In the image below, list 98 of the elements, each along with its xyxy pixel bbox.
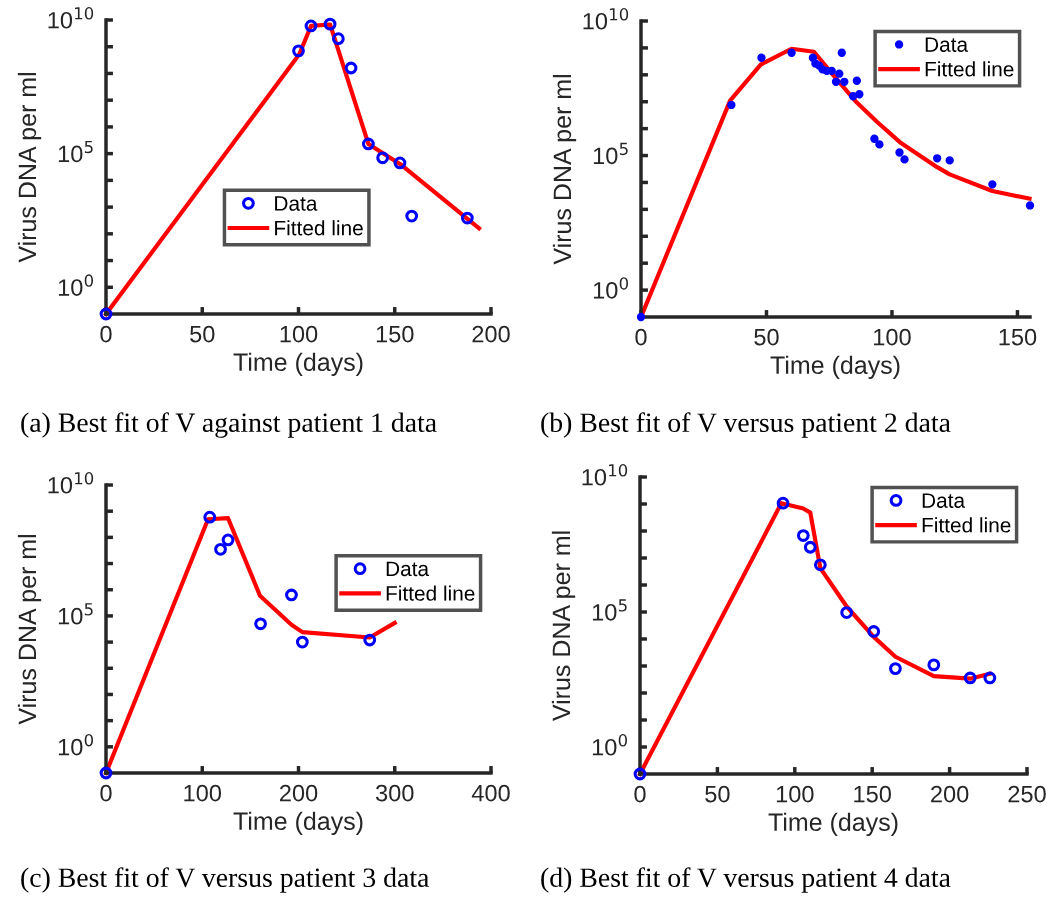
x-tick-label: 150 — [376, 325, 414, 343]
y-tick-label: 10$^{0}$ — [58, 274, 94, 296]
point — [323, 17, 337, 31]
point — [840, 77, 849, 86]
point — [214, 542, 227, 556]
point — [254, 617, 267, 631]
x-tick-label: 200 — [931, 785, 969, 803]
x-tick-label: 0 — [634, 785, 646, 803]
point — [295, 635, 309, 649]
y-tick-label: 10$^{10}$ — [48, 472, 94, 494]
point — [837, 48, 846, 57]
y-tick-label: 10$^{10}$ — [583, 8, 629, 30]
point — [393, 156, 407, 170]
text: (b) Best fit of V versus patient 2 data — [541, 412, 951, 438]
point — [344, 61, 358, 75]
text: (d) Best fit of V versus patient 4 data — [541, 867, 951, 893]
y-axis-title: Virus DNA per ml — [552, 75, 577, 265]
x-tick-label: 0 — [635, 328, 647, 346]
y-axis-title: Virus DNA per ml — [17, 73, 42, 263]
point — [875, 140, 884, 149]
y-tick-label: 10$^{0}$ — [592, 734, 628, 756]
x-tick-label: 100 — [874, 328, 911, 346]
point — [405, 209, 419, 223]
y-tick-label: 10$^{10}$ — [48, 7, 94, 29]
point — [927, 658, 941, 672]
y-tick-label: 10$^{0}$ — [593, 277, 629, 299]
x-tick-label: 0 — [100, 325, 112, 343]
point — [983, 671, 997, 685]
x-tick-label: 50 — [190, 325, 215, 343]
x-tick-label: 50 — [705, 785, 730, 803]
x-tick-label: 150 — [999, 328, 1037, 346]
point — [852, 76, 861, 85]
point — [889, 662, 902, 676]
point — [870, 134, 879, 143]
legend-label: Data — [925, 37, 969, 52]
point — [796, 529, 810, 542]
point — [99, 766, 113, 780]
point — [757, 53, 766, 62]
x-tick-label: 50 — [754, 328, 779, 346]
x-tick-label: 300 — [375, 784, 414, 802]
point — [787, 48, 796, 57]
legend-label: Fitted line — [386, 585, 475, 601]
y-tick-label: 10$^{5}$ — [58, 140, 93, 163]
x-tick-label: 0 — [100, 784, 112, 802]
x-tick-label: 200 — [279, 784, 318, 802]
y-tick-label: 10$^{5}$ — [592, 599, 627, 621]
point — [363, 633, 377, 647]
point — [840, 606, 854, 619]
point — [633, 767, 647, 781]
x-tick-label: 100 — [280, 325, 318, 343]
point — [203, 510, 217, 524]
point — [900, 155, 909, 164]
x-tick-label: 200 — [472, 325, 510, 343]
y-axis-title: Virus DNA per ml — [17, 535, 42, 725]
point — [803, 540, 817, 554]
legend-label: Data — [922, 493, 966, 508]
point — [727, 100, 736, 110]
x-tick-label: 100 — [184, 784, 222, 802]
x-axis-title: Time (days) — [770, 355, 900, 379]
point — [460, 211, 474, 225]
point — [831, 77, 841, 86]
legend-label: Data — [275, 196, 318, 211]
y-axis-title: Virus DNA per ml — [551, 531, 576, 722]
point — [376, 151, 390, 165]
point — [292, 44, 305, 58]
point — [855, 90, 864, 99]
point — [813, 558, 827, 572]
point — [331, 32, 345, 46]
point — [304, 19, 318, 33]
legend-label: Data — [386, 561, 430, 577]
point — [285, 588, 298, 602]
point — [776, 496, 790, 510]
y-tick-label: 10$^{5}$ — [58, 603, 93, 625]
y-tick-label: 10$^{10}$ — [582, 464, 628, 486]
y-tick-label: 10$^{0}$ — [58, 733, 94, 756]
point — [1025, 201, 1035, 210]
y-tick-label: 10$^{5}$ — [593, 142, 628, 165]
point — [945, 156, 954, 165]
text: (a) Best fit of V against patient 1 data — [21, 412, 437, 438]
x-tick-label: 400 — [471, 784, 510, 802]
x-tick-label: 150 — [854, 785, 891, 803]
point — [963, 671, 977, 685]
point — [835, 69, 844, 78]
legend-label: Fitted line — [925, 61, 1014, 77]
x-axis-title: Time (days) — [233, 352, 363, 376]
point — [361, 137, 375, 151]
x-axis-title: Time (days) — [233, 811, 363, 835]
point — [221, 533, 235, 547]
point — [867, 625, 881, 638]
point — [932, 154, 942, 163]
x-tick-label: 100 — [776, 785, 814, 803]
x-axis-title: Time (days) — [768, 812, 898, 836]
text: (c) Best fit of V versus patient 3 data — [21, 867, 430, 893]
point — [99, 307, 113, 321]
legend-label: Fitted line — [275, 220, 363, 236]
point — [988, 180, 997, 189]
x-tick-label: 250 — [1008, 785, 1046, 803]
legend-label: Fitted line — [922, 517, 1011, 533]
